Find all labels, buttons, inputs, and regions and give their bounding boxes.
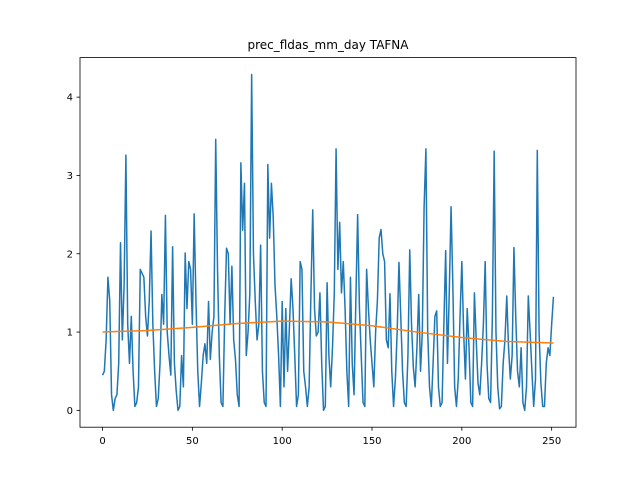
x-tick-label: 200 — [452, 436, 471, 447]
y-tick-label: 2 — [67, 249, 73, 260]
x-tick-label: 100 — [273, 436, 292, 447]
plot-frame — [79, 57, 577, 428]
y-tick-label: 3 — [67, 171, 73, 182]
series-line — [101, 73, 555, 412]
y-tick-label: 4 — [67, 93, 73, 104]
chart-title: prec_fldas_mm_day TAFNA — [247, 38, 409, 52]
y-tick-label: 0 — [67, 406, 73, 417]
x-tick-label: 150 — [362, 436, 381, 447]
x-tick-label: 0 — [99, 436, 105, 447]
x-tick-label: 250 — [542, 436, 561, 447]
x-tick-label: 50 — [186, 436, 199, 447]
series-line — [102, 320, 554, 344]
y-tick-label: 1 — [67, 328, 73, 339]
